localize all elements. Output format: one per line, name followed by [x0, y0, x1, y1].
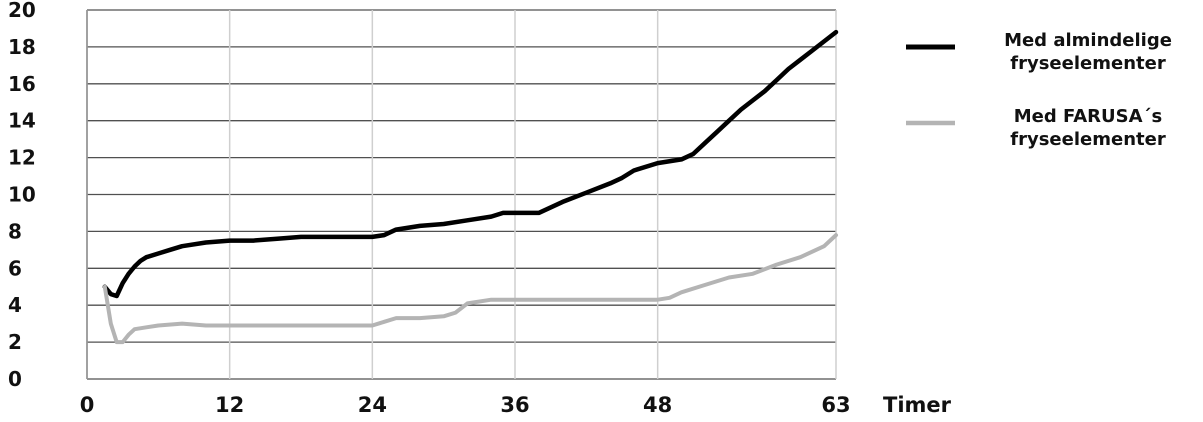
y-tick-label: 16: [8, 72, 36, 96]
y-tick-label: 12: [8, 146, 36, 170]
legend-label-2: fryseelementer: [1010, 129, 1166, 150]
x-tick-label: 63: [821, 393, 850, 417]
x-tick-label: 24: [358, 393, 387, 417]
y-tick-label: 20: [8, 0, 36, 22]
legend-label-1: fryseelementer: [1010, 53, 1166, 74]
legend-label-2: Med FARUSA´s: [1014, 106, 1163, 127]
x-tick-label: 0: [80, 393, 95, 417]
y-tick-label: 8: [8, 219, 22, 243]
y-tick-label: 18: [8, 35, 36, 59]
y-tick-label: 6: [8, 256, 22, 280]
y-tick-label: 14: [8, 109, 36, 133]
x-tick-label: 12: [215, 393, 244, 417]
series-layer: [102, 29, 839, 345]
y-tick-label: 10: [8, 183, 36, 207]
x-tick-label: 36: [500, 393, 529, 417]
x-tick-label: 48: [643, 393, 672, 417]
y-tick-label: 4: [8, 293, 22, 317]
legend-label-1: Med almindelige: [1004, 30, 1172, 51]
y-tick-label: 2: [8, 330, 22, 354]
series-line-1: [102, 29, 839, 299]
series-line-2: [102, 233, 838, 345]
x-axis-label: Timer: [883, 393, 952, 417]
y-tick-label: 0: [8, 367, 22, 391]
grid-layer: [86, 9, 837, 380]
